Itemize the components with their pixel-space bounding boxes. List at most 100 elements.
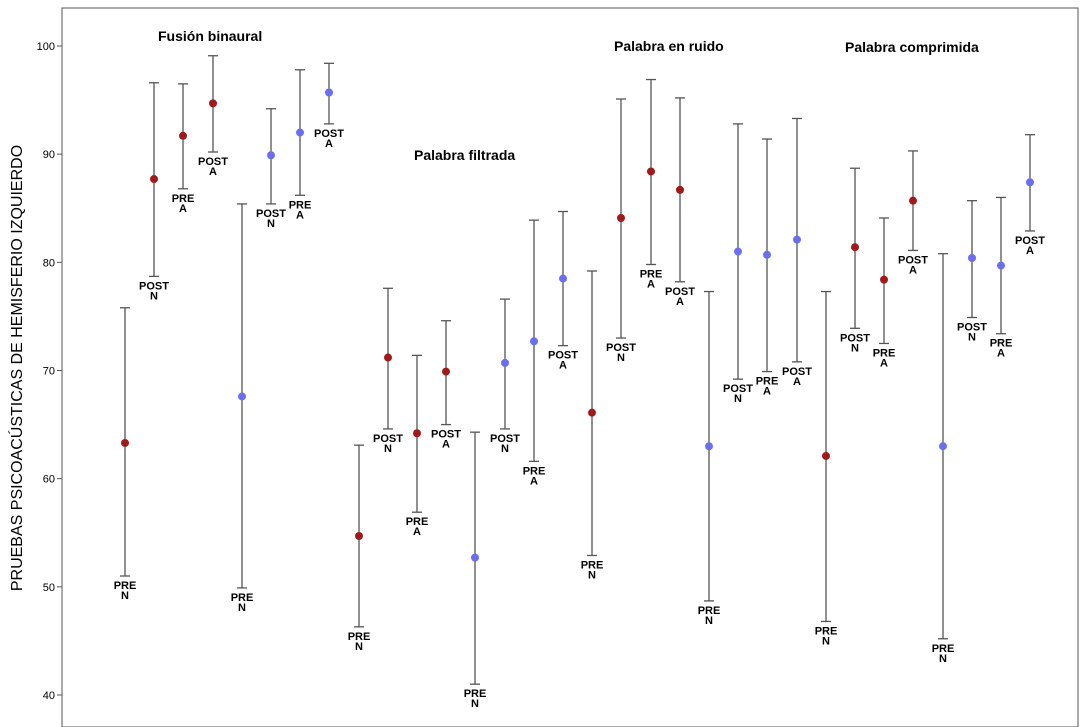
mean-marker <box>442 367 450 376</box>
mean-marker <box>880 275 888 284</box>
point-label: PRE N <box>698 605 721 627</box>
point-label-line: POST <box>139 280 169 292</box>
error-bar-point: PRE N <box>932 253 955 665</box>
error-bar-point: POST N <box>139 82 169 302</box>
point-label: POST A <box>431 429 461 451</box>
error-bar-point: PRE A <box>640 78 663 290</box>
mean-marker <box>325 88 333 97</box>
point-label: POST N <box>840 332 870 354</box>
point-label: PRE N <box>348 631 371 653</box>
group-label-palabra-en-ruido: Palabra en ruido <box>614 38 724 54</box>
error-bar-point: POST A <box>198 55 228 178</box>
point-label: PRE A <box>523 465 546 487</box>
mean-marker <box>209 99 217 108</box>
point-label: PRE N <box>815 625 838 647</box>
point-label-line: POST <box>840 332 870 344</box>
point-label: POST N <box>373 433 403 455</box>
point-label-line: N <box>588 569 596 581</box>
mean-marker <box>851 243 859 252</box>
point-label: PRE A <box>406 516 429 538</box>
point-label-line: POST <box>782 366 812 378</box>
mean-marker <box>909 196 917 205</box>
point-label-line: A <box>209 166 217 178</box>
mean-marker <box>150 175 158 184</box>
point-label-line: PRE <box>932 643 955 655</box>
error-bar-point: POST A <box>782 117 812 388</box>
point-label-line: A <box>413 526 421 538</box>
point-label-line: N <box>734 393 742 405</box>
point-label-line: N <box>238 602 246 614</box>
point-label-line: A <box>880 357 888 369</box>
point-label: POST A <box>665 286 695 308</box>
y-tick-label: 70 <box>43 366 55 378</box>
error-bar-point: PRE A <box>523 219 546 487</box>
point-label-line: A <box>763 386 771 398</box>
error-bar-point: PRE A <box>406 354 429 538</box>
point-label-line: PRE <box>990 338 1013 350</box>
point-label-line: A <box>179 203 187 215</box>
mean-marker <box>617 213 625 222</box>
mean-marker <box>530 337 538 346</box>
point-label-line: POST <box>723 383 753 395</box>
point-label-line: N <box>822 635 830 647</box>
mean-marker <box>413 429 421 438</box>
mean-marker <box>501 358 509 367</box>
point-label: POST A <box>782 366 812 388</box>
point-label-line: N <box>355 641 363 653</box>
point-label-line: N <box>851 342 859 354</box>
error-bar-point: PRE A <box>756 138 779 398</box>
point-label-line: PRE <box>114 580 137 592</box>
point-label-line: N <box>471 698 479 710</box>
point-label: POST N <box>256 208 286 230</box>
point-label-line: A <box>1026 245 1034 257</box>
error-bar-point: PRE A <box>172 83 195 215</box>
point-label: PRE A <box>990 338 1013 360</box>
mean-marker <box>705 442 713 451</box>
y-tick-label: 90 <box>43 149 55 161</box>
point-label-line: POST <box>548 350 578 362</box>
point-label: POST N <box>957 321 987 343</box>
point-label: PRE A <box>640 268 663 290</box>
point-label: PRE A <box>756 376 779 398</box>
point-label-line: A <box>325 138 333 150</box>
point-label-line: N <box>968 331 976 343</box>
group-label-fusion-binaural: Fusión binaural <box>158 28 262 44</box>
point-label-line: A <box>647 278 655 290</box>
point-label-line: N <box>121 590 129 602</box>
mean-marker <box>822 451 830 460</box>
point-label-line: PRE <box>464 688 487 700</box>
point-label-line: POST <box>373 433 403 445</box>
point-label-line: PRE <box>348 631 371 643</box>
point-label-line: N <box>150 290 158 302</box>
error-bar-point: POST A <box>665 97 695 308</box>
point-label-line: A <box>676 296 684 308</box>
mean-marker <box>647 167 655 176</box>
error-bar-point: POST N <box>723 123 753 405</box>
y-axis: 40 50 60 70 80 90 100 <box>37 41 62 702</box>
point-label: PRE A <box>172 193 195 215</box>
mean-marker <box>793 235 801 244</box>
error-bar-point: POST A <box>431 320 461 451</box>
group-label-palabra-comprimida: Palabra comprimida <box>845 39 979 55</box>
point-label-line: A <box>997 348 1005 360</box>
point-label: PRE N <box>114 580 137 602</box>
point-label-line: POST <box>1015 235 1045 247</box>
error-bar-point: POST N <box>373 287 403 455</box>
point-label: POST N <box>139 280 169 302</box>
point-label-line: N <box>384 443 392 455</box>
point-label: POST A <box>548 350 578 372</box>
point-label: POST A <box>1015 235 1045 257</box>
error-bar-point: POST N <box>840 167 870 354</box>
point-label: PRE N <box>231 592 254 614</box>
point-label-line: PRE <box>231 592 254 604</box>
point-label-line: PRE <box>756 376 779 388</box>
y-tick-label: 100 <box>37 41 55 53</box>
point-label-line: A <box>559 360 567 372</box>
point-label: PRE N <box>932 643 955 665</box>
mean-marker <box>997 261 1005 270</box>
error-bar-point: PRE N <box>231 203 254 614</box>
error-bar-point: POST A <box>548 210 578 372</box>
error-bar-point: PRE A <box>990 196 1013 360</box>
error-bar-point: PRE N <box>581 270 603 581</box>
